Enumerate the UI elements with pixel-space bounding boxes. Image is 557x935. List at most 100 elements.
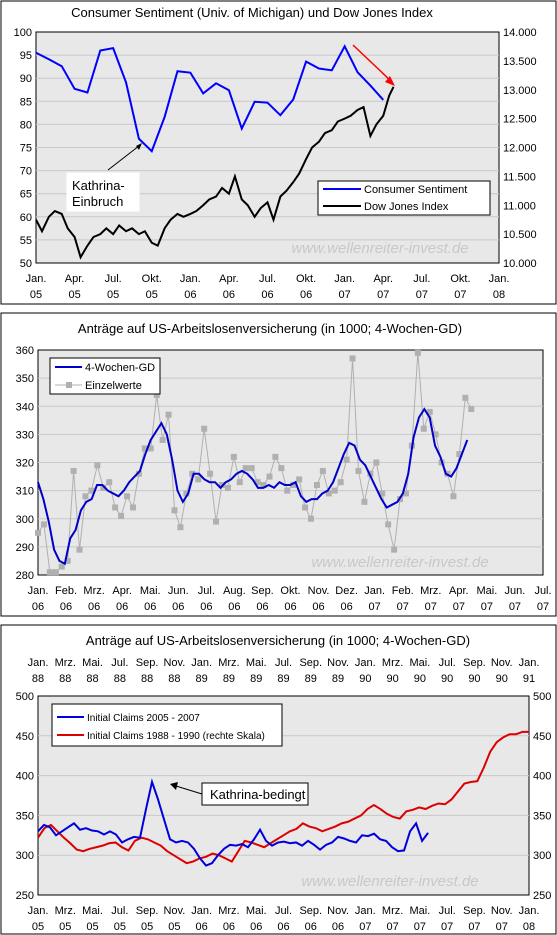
x-bottom-tick-label-month: Nov. [327, 905, 349, 917]
x-tick-label-year: 06 [340, 601, 352, 613]
watermark-1: www.wellenreiter-invest.de [291, 240, 468, 257]
annotation-kathrina-line1: Kathrina- [72, 178, 125, 193]
single-value-marker [355, 467, 362, 474]
y-right-tick-label: 10.500 [503, 229, 537, 241]
x-tick-label-year: 08 [493, 289, 505, 301]
single-value-marker [207, 470, 214, 477]
x-tick-label-year: 06 [88, 601, 100, 613]
single-value-marker [266, 473, 273, 480]
x-bottom-tick-label-year: 05 [32, 921, 44, 933]
x-bottom-tick-label-year: 08 [523, 921, 535, 933]
y-left-tick-label: 85 [20, 96, 32, 108]
x-tick-label-month: Apr. [219, 273, 239, 285]
x-bottom-tick-label-month: Jan. [519, 905, 540, 917]
single-value-marker [302, 504, 309, 511]
x-tick-label-year: 07 [369, 601, 381, 613]
x-tick-label-year: 06 [312, 601, 324, 613]
single-value-marker [254, 479, 261, 486]
x-tick-label-year: 07 [339, 289, 351, 301]
y-right-tick-label: 12.000 [503, 143, 537, 155]
x-bottom-tick-label-year: 07 [359, 921, 371, 933]
x-top-tick-label-year: 89 [305, 673, 317, 685]
x-tick-label-month: Jul. [413, 273, 430, 285]
x-tick-label-year: 06 [144, 601, 156, 613]
x-top-tick-label-year: 88 [168, 673, 180, 685]
x-tick-label-year: 05 [68, 289, 80, 301]
single-value-marker [319, 467, 326, 474]
y-tick-label: 350 [16, 373, 34, 385]
y-right-tick-label: 12.500 [503, 114, 537, 126]
single-value-marker [213, 518, 220, 525]
legend-1-label-dow: Dow Jones Index [364, 201, 449, 213]
x-tick-label-month: Okt. [280, 585, 300, 597]
single-value-marker [308, 515, 315, 522]
x-tick-label-month: Mrz. [420, 585, 441, 597]
x-bottom-tick-label-month: Jan. [355, 905, 376, 917]
x-bottom-tick-label-month: Mrz. [55, 905, 76, 917]
x-bottom-tick-label-year: 05 [59, 921, 71, 933]
single-value-marker [337, 479, 344, 486]
chart-consumer-sentiment-dow: Consumer Sentiment (Univ. of Michigan) u… [0, 0, 557, 305]
x-top-tick-label-month: Nov. [491, 657, 513, 669]
x-tick-label-month: Apr. [449, 585, 469, 597]
x-bottom-tick-label-month: Sep. [463, 905, 486, 917]
single-value-marker [242, 465, 249, 472]
x-tick-label-year: 05 [107, 289, 119, 301]
x-tick-label-month: Feb. [55, 585, 77, 597]
x-tick-label-month: Jan. [180, 273, 201, 285]
single-value-marker [379, 490, 386, 497]
y-right-tick-label: 350 [533, 810, 551, 822]
chart-jobless-claims-2006: Anträge auf US-Arbeitslosenversicherung … [0, 312, 557, 617]
x-bottom-tick-label-year: 07 [468, 921, 480, 933]
y-right-tick-label: 11.000 [503, 200, 536, 212]
x-tick-label-month: Jan. [489, 273, 510, 285]
single-value-marker [135, 470, 142, 477]
y-right-tick-label: 450 [533, 731, 551, 743]
single-value-marker [278, 465, 285, 472]
x-tick-label-month: Dez. [335, 585, 358, 597]
single-value-marker [343, 456, 350, 463]
x-top-tick-label-year: 91 [523, 673, 535, 685]
single-value-marker [100, 484, 107, 491]
x-bottom-tick-label-month: Nov. [491, 905, 513, 917]
single-value-marker [248, 465, 255, 472]
single-value-marker [159, 437, 166, 443]
x-bottom-tick-label-year: 06 [277, 921, 289, 933]
x-bottom-tick-label-month: Jan. [191, 905, 212, 917]
single-value-marker [272, 453, 279, 460]
x-bottom-tick-label-month: Nov. [163, 905, 185, 917]
x-tick-label-year: 06 [200, 601, 212, 613]
x-tick-label-year: 06 [184, 289, 196, 301]
x-tick-label-month: Apr. [373, 273, 393, 285]
x-bottom-tick-label-year: 06 [196, 921, 208, 933]
x-tick-label-month: Sep. [251, 585, 274, 597]
x-top-tick-label-year: 90 [441, 673, 453, 685]
y-left-tick-label: 55 [20, 235, 32, 247]
x-top-tick-label-month: Jan. [355, 657, 376, 669]
x-tick-label-year: 06 [116, 601, 128, 613]
y-left-tick-label: 90 [20, 73, 32, 85]
x-bottom-tick-label-year: 07 [386, 921, 398, 933]
single-value-marker [385, 521, 392, 528]
single-value-marker [183, 490, 190, 497]
x-top-tick-label-month: Jul. [439, 657, 456, 669]
x-tick-label-month: Jun. [168, 585, 189, 597]
x-top-tick-label-month: Mai. [246, 657, 267, 669]
x-top-tick-label-month: Jan. [191, 657, 212, 669]
x-bottom-tick-label-month: Sep. [299, 905, 322, 917]
x-tick-label-year: 06 [32, 601, 44, 613]
single-value-marker [58, 563, 65, 570]
single-value-marker [40, 521, 47, 528]
x-top-tick-label-month: Nov. [327, 657, 349, 669]
single-value-marker [94, 462, 101, 469]
x-tick-label-month: Jul. [534, 585, 551, 597]
single-value-marker [141, 445, 148, 452]
y-left-tick-label: 400 [16, 771, 34, 783]
single-value-marker [402, 490, 409, 497]
annotation-arrowhead-3 [170, 782, 178, 790]
single-value-marker [153, 392, 160, 398]
x-tick-label-year: 06 [228, 601, 240, 613]
red-arrow [352, 44, 393, 83]
single-value-marker [189, 470, 196, 477]
y-left-tick-label: 500 [16, 691, 34, 703]
